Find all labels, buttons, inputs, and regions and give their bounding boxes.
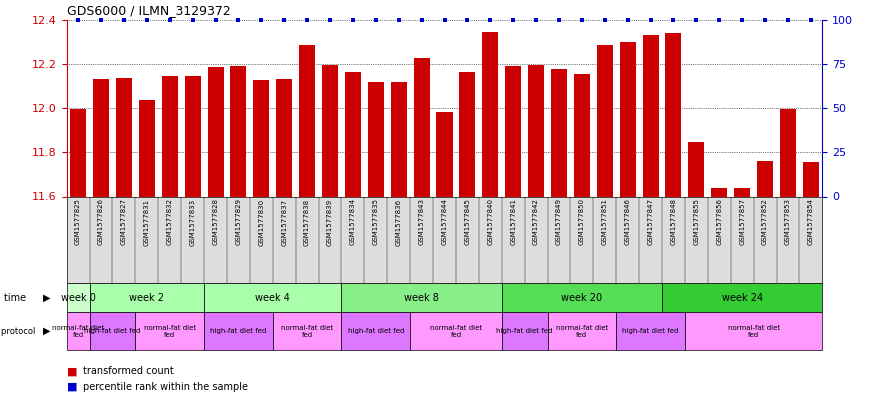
Text: high-fat diet fed: high-fat diet fed: [84, 328, 140, 334]
Text: GSM1577840: GSM1577840: [487, 198, 493, 246]
Text: GSM1577836: GSM1577836: [396, 198, 402, 246]
Bar: [505, 66, 521, 196]
Text: percentile rank within the sample: percentile rank within the sample: [83, 382, 248, 392]
Bar: [688, 142, 704, 196]
Bar: [757, 161, 773, 196]
Text: GSM1577846: GSM1577846: [625, 198, 630, 246]
Bar: [299, 45, 315, 196]
Bar: [711, 187, 727, 196]
Text: transformed count: transformed count: [83, 366, 173, 376]
Text: ▶: ▶: [43, 293, 50, 303]
Text: GSM1577842: GSM1577842: [533, 198, 539, 245]
Bar: [643, 35, 659, 197]
Bar: [70, 109, 86, 196]
Text: week 20: week 20: [561, 293, 603, 303]
Text: GSM1577847: GSM1577847: [647, 198, 653, 246]
Bar: [162, 76, 178, 196]
Bar: [551, 70, 567, 196]
Bar: [253, 81, 269, 196]
Text: GSM1577835: GSM1577835: [372, 198, 379, 246]
Text: GSM1577837: GSM1577837: [281, 198, 287, 246]
Text: week 8: week 8: [404, 293, 439, 303]
Bar: [666, 33, 682, 196]
Text: GSM1577831: GSM1577831: [144, 198, 150, 246]
Text: GSM1577827: GSM1577827: [121, 198, 127, 246]
Text: ■: ■: [67, 382, 77, 392]
Text: GSM1577830: GSM1577830: [259, 198, 264, 246]
Bar: [276, 79, 292, 196]
Text: protocol: protocol: [1, 327, 38, 336]
Text: GSM1577841: GSM1577841: [510, 198, 517, 246]
Bar: [620, 42, 636, 196]
Text: time: time: [4, 293, 29, 303]
Text: GSM1577832: GSM1577832: [167, 198, 172, 246]
Bar: [93, 79, 109, 196]
Text: GSM1577829: GSM1577829: [236, 198, 242, 246]
Text: GSM1577839: GSM1577839: [327, 198, 333, 246]
Text: high-fat diet fed: high-fat diet fed: [622, 328, 679, 334]
Bar: [368, 82, 384, 196]
Text: week 2: week 2: [129, 293, 164, 303]
Bar: [483, 32, 499, 196]
Text: GSM1577834: GSM1577834: [350, 198, 356, 246]
Text: week 0: week 0: [60, 293, 95, 303]
Text: GSM1577851: GSM1577851: [602, 198, 608, 246]
Text: GSM1577845: GSM1577845: [464, 198, 470, 245]
Bar: [390, 82, 407, 196]
Text: normal-fat diet
fed: normal-fat diet fed: [727, 325, 780, 338]
Bar: [139, 100, 155, 196]
Text: normal-fat diet
fed: normal-fat diet fed: [556, 325, 608, 338]
Bar: [436, 112, 453, 196]
Text: GSM1577826: GSM1577826: [98, 198, 104, 246]
Text: GSM1577850: GSM1577850: [579, 198, 585, 246]
Text: GSM1577857: GSM1577857: [739, 198, 745, 246]
Bar: [597, 45, 613, 196]
Bar: [460, 72, 476, 196]
Text: GSM1577848: GSM1577848: [670, 198, 677, 246]
Text: normal-fat diet
fed: normal-fat diet fed: [144, 325, 196, 338]
Text: GSM1577854: GSM1577854: [808, 198, 813, 245]
Text: week 24: week 24: [722, 293, 763, 303]
Text: high-fat diet fed: high-fat diet fed: [210, 328, 267, 334]
Bar: [185, 76, 201, 196]
Text: GSM1577852: GSM1577852: [762, 198, 768, 245]
Text: normal-fat diet
fed: normal-fat diet fed: [430, 325, 482, 338]
Bar: [574, 74, 590, 196]
Text: normal-fat diet
fed: normal-fat diet fed: [52, 325, 104, 338]
Bar: [116, 78, 132, 196]
Text: high-fat diet fed: high-fat diet fed: [348, 328, 404, 334]
Text: GSM1577856: GSM1577856: [717, 198, 722, 246]
Text: GSM1577853: GSM1577853: [785, 198, 791, 246]
Text: GSM1577828: GSM1577828: [212, 198, 219, 246]
Text: GSM1577833: GSM1577833: [189, 198, 196, 246]
Bar: [345, 72, 361, 196]
Text: ▶: ▶: [43, 326, 50, 336]
Text: GSM1577825: GSM1577825: [76, 198, 81, 245]
Bar: [803, 162, 819, 196]
Text: GSM1577838: GSM1577838: [304, 198, 310, 246]
Text: GSM1577855: GSM1577855: [693, 198, 700, 245]
Bar: [734, 187, 750, 196]
Bar: [528, 65, 544, 196]
Bar: [413, 58, 429, 196]
Text: ■: ■: [67, 366, 77, 376]
Text: GSM1577844: GSM1577844: [442, 198, 447, 245]
Text: GDS6000 / ILMN_3129372: GDS6000 / ILMN_3129372: [67, 4, 230, 17]
Text: week 4: week 4: [255, 293, 290, 303]
Bar: [207, 67, 223, 196]
Bar: [230, 66, 246, 196]
Text: GSM1577849: GSM1577849: [556, 198, 562, 246]
Text: high-fat diet fed: high-fat diet fed: [496, 328, 553, 334]
Text: GSM1577843: GSM1577843: [419, 198, 425, 246]
Text: normal-fat diet
fed: normal-fat diet fed: [281, 325, 333, 338]
Bar: [322, 65, 338, 196]
Bar: [780, 109, 796, 196]
